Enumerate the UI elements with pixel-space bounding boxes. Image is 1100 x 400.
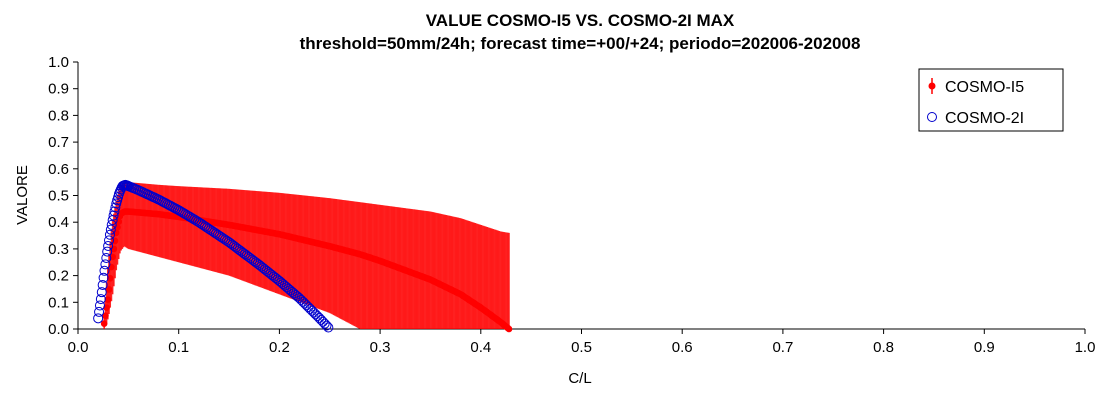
cosmo-2i-point [94, 300, 105, 311]
cosmo-2i-point [96, 287, 107, 298]
cosmo-2i-point [305, 303, 316, 314]
x-tick-label: 1.0 [1075, 339, 1096, 356]
legend-box [918, 68, 1064, 132]
y-axis-label: VALORE [14, 165, 31, 225]
y-tick-label: 0.3 [48, 241, 69, 258]
cosmo-2i-point [310, 309, 321, 320]
cosmo-2i-point [292, 291, 303, 302]
cosmo-2i-point [110, 202, 121, 213]
y-tick-label: 0.9 [48, 81, 69, 98]
y-tick-label: 0.4 [48, 214, 69, 231]
cosmo-2i-point [321, 320, 332, 331]
cosmo-2i-point [101, 252, 112, 263]
cosmo-2i-point [297, 296, 308, 307]
legend-blue-marker-icon [927, 112, 937, 122]
cosmo-2i-point [103, 240, 114, 251]
x-tick-label: 0.8 [873, 339, 894, 356]
cosmo-i5-point [105, 286, 113, 293]
cosmo-2i-point [94, 306, 105, 317]
cosmo-i5-point [505, 325, 513, 333]
legend-label-cosmo-2i: COSMO-2I [945, 110, 1024, 127]
cosmo-2i-point [108, 210, 119, 221]
cosmo-2i-point [294, 293, 305, 304]
cosmo-2i-point [301, 300, 312, 311]
cosmo-2i-point [95, 294, 106, 305]
cosmo-2i-point [105, 224, 116, 235]
y-tick-label: 0.8 [48, 107, 69, 124]
x-tick-label: 0.5 [571, 339, 592, 356]
cosmo-2i-point [221, 235, 232, 246]
x-tick-label: 0.9 [974, 339, 995, 356]
cosmo-i5-point [100, 320, 108, 327]
cosmo-2i-point [314, 312, 325, 323]
cosmo-2i-point [97, 279, 108, 290]
x-tick-label: 0.1 [168, 339, 189, 356]
x-tick-label: 0.0 [68, 339, 89, 356]
legend-label-cosmo-i5: COSMO-I5 [945, 79, 1024, 96]
x-tick-label: 0.3 [370, 339, 391, 356]
y-tick-label: 0.5 [48, 188, 69, 205]
cosmo-2i-point [303, 302, 314, 313]
x-tick-label: 0.7 [772, 339, 793, 356]
cosmo-2i-point [316, 314, 327, 325]
cosmo-2i-point [307, 305, 318, 316]
cosmo-2i-point [109, 206, 120, 217]
y-tick-label: 0.6 [48, 161, 69, 178]
cosmo-2i-point [104, 235, 115, 246]
cosmo-2i-point [312, 311, 323, 322]
cosmo-2i-point [98, 272, 109, 283]
cosmo-2i-point [299, 298, 310, 309]
cosmo-2i-point [104, 229, 115, 240]
cosmo-i5-point [104, 296, 112, 303]
y-tick-label: 1.0 [48, 54, 69, 71]
y-tick-label: 0.0 [48, 321, 69, 338]
cosmo-2i-point [317, 316, 328, 327]
x-tick-label: 0.6 [672, 339, 693, 356]
cosmo-2i-point [99, 265, 110, 276]
plot-area: 0.0 0.1 0.2 0.3 0.4 0.5 0.6 0.7 0.8 0.9 1.0 0.0 0.1 0… [48, 54, 1095, 356]
legend-red-marker-icon [928, 82, 936, 90]
cosmo-2i-point [100, 259, 111, 270]
cosmo-2i-point [308, 307, 319, 318]
cosmo-2i-point [296, 294, 307, 305]
chart-title: VALUE COSMO-I5 VS. COSMO-2I MAX [426, 11, 735, 30]
x-tick-label: 0.4 [470, 339, 491, 356]
x-axis-label: C/L [568, 370, 591, 387]
cosmo-2i-point [106, 219, 117, 230]
chart-subtitle: threshold=50mm/24h; forecast time=+00/+2… [300, 34, 861, 53]
y-tick-label: 0.7 [48, 134, 69, 151]
cosmo-i5-point [102, 312, 109, 319]
y-tick-label: 0.1 [48, 294, 69, 311]
legend: COSMO-I5 COSMO-2I [918, 68, 1064, 132]
cosmo-2i-point [102, 246, 113, 257]
cosmo-2i-point [93, 313, 104, 324]
y-tick-label: 0.2 [48, 268, 69, 285]
cosmo-i5-point [103, 304, 110, 311]
cosmo-2i-point [319, 318, 330, 329]
cosmo-i5-point [106, 274, 114, 282]
x-tick-label: 0.2 [269, 339, 290, 356]
cosmo-2i-point [323, 322, 334, 333]
